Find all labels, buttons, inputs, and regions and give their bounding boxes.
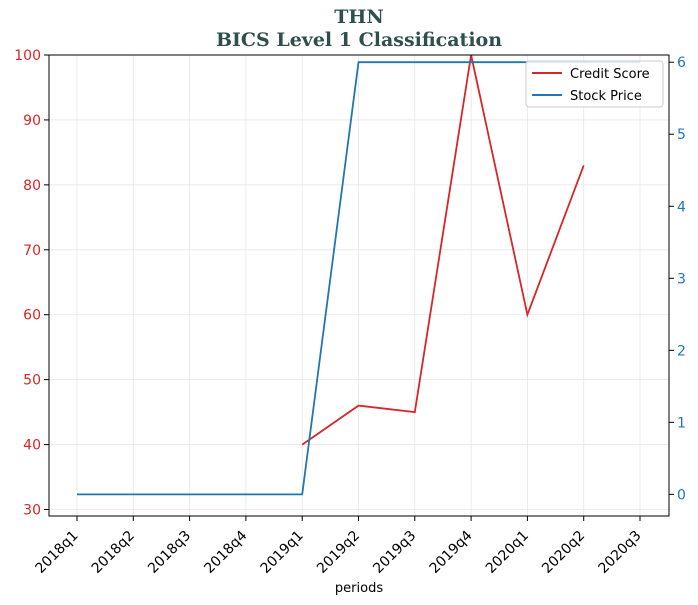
x-axis-ticks: 2018q1 2018q2 2018q3 2018q4 2019q1 2019q2 2019… bbox=[32, 516, 645, 577]
right-y-tick-label: 6 bbox=[677, 55, 686, 71]
plot-area-frame bbox=[48, 54, 670, 517]
x-tick-label: 2018q2 bbox=[89, 528, 138, 577]
x-tick-label: 2018q3 bbox=[145, 528, 194, 577]
chart-subtitle: BICS Level 1 Classification bbox=[216, 29, 502, 51]
gridlines bbox=[49, 54, 669, 516]
x-tick-label: 2019q2 bbox=[314, 528, 363, 577]
x-tick-label: 2019q1 bbox=[258, 528, 307, 577]
left-y-tick-label: 100 bbox=[14, 48, 41, 64]
series-line-credit-score bbox=[301, 54, 585, 446]
x-tick-label: 2019q4 bbox=[427, 528, 476, 577]
right-y-tick-label: 0 bbox=[677, 487, 686, 503]
right-y-tick-label: 1 bbox=[677, 415, 686, 431]
left-y-tick-label: 40 bbox=[23, 438, 41, 454]
legend-label-stock-price: Stock Price bbox=[570, 89, 642, 104]
x-tick-label: 2020q3 bbox=[595, 528, 644, 577]
left-y-tick-label: 70 bbox=[23, 243, 41, 259]
left-y-axis-ticks: 30 40 50 60 70 80 90 100 bbox=[14, 48, 49, 519]
x-tick-label: 2018q4 bbox=[201, 528, 250, 577]
x-axis-label: periods bbox=[335, 581, 383, 596]
left-y-tick-label: 50 bbox=[23, 373, 41, 389]
right-y-axis-ticks: 0 1 2 3 4 5 6 bbox=[669, 55, 686, 503]
left-y-tick-label: 90 bbox=[23, 113, 41, 129]
right-y-tick-label: 5 bbox=[677, 127, 686, 143]
x-tick-label: 2020q1 bbox=[483, 528, 532, 577]
legend-label-credit-score: Credit Score bbox=[570, 67, 650, 82]
left-y-tick-label: 30 bbox=[23, 503, 41, 519]
left-y-tick-label: 80 bbox=[23, 178, 41, 194]
legend: Credit Score Stock Price bbox=[525, 60, 664, 108]
right-y-tick-label: 2 bbox=[677, 343, 686, 359]
right-y-tick-label: 3 bbox=[677, 271, 686, 287]
x-tick-label: 2018q1 bbox=[32, 528, 81, 577]
x-tick-label: 2019q3 bbox=[370, 528, 419, 577]
x-tick-label: 2020q2 bbox=[539, 528, 588, 577]
right-y-tick-label: 4 bbox=[677, 199, 686, 215]
chart-title: THN bbox=[334, 6, 383, 28]
left-y-tick-label: 60 bbox=[23, 308, 41, 324]
